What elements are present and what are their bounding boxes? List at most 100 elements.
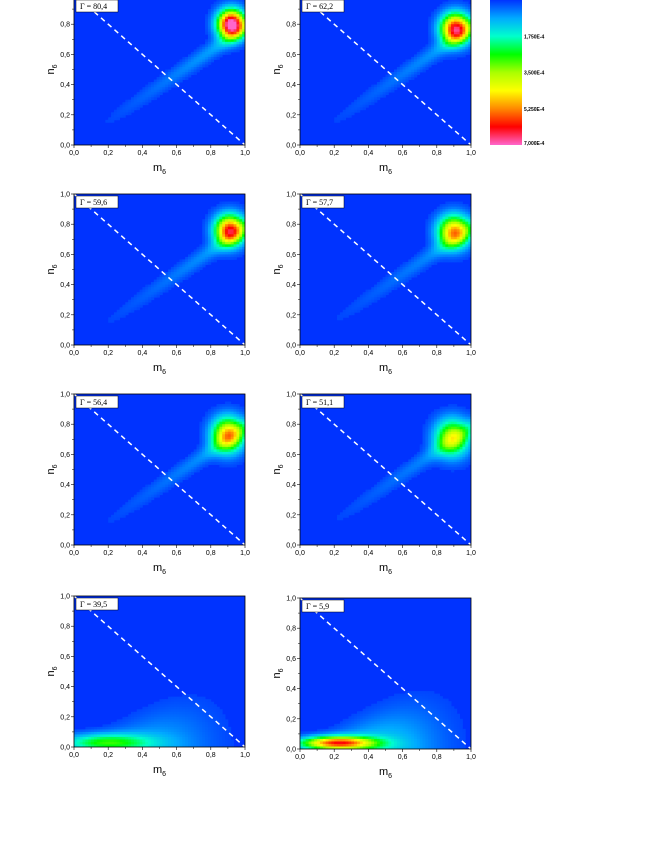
heatmap-cell <box>207 739 212 743</box>
heatmap-cell <box>236 211 240 215</box>
heatmap-cell <box>414 461 418 465</box>
heatmap-cell <box>468 249 471 253</box>
heatmap-cell <box>190 269 195 273</box>
heatmap-cell <box>205 739 209 743</box>
heatmap-cell <box>436 251 441 255</box>
heatmap-cell <box>188 269 192 273</box>
heatmap-cell <box>433 216 438 220</box>
heatmap-cell <box>210 434 215 438</box>
heatmap-cell <box>428 456 432 460</box>
heatmap-cell <box>357 728 361 732</box>
heatmap-cell <box>431 246 435 250</box>
heatmap-cell <box>451 44 455 48</box>
heatmap-cell <box>202 421 206 425</box>
heatmap-cell <box>468 21 471 25</box>
heatmap-cell <box>225 31 229 35</box>
heatmap-cell <box>142 721 146 725</box>
heatmap-cell <box>150 711 155 715</box>
heatmap-cell <box>173 711 177 715</box>
heatmap-cell <box>225 744 229 747</box>
heatmap-cell <box>354 504 358 508</box>
heatmap-cell <box>239 441 243 445</box>
heatmap-cell <box>422 69 426 73</box>
heatmap-cell <box>448 46 452 50</box>
heatmap-cell <box>428 434 432 438</box>
heatmap-cell <box>219 36 223 40</box>
heatmap-cell <box>148 716 152 720</box>
heatmap-cell <box>402 272 406 275</box>
heatmap-cell <box>162 734 166 738</box>
heatmap-cell <box>394 472 398 475</box>
y-tick-label: 0,2 <box>60 714 70 721</box>
heatmap-cell <box>236 241 240 245</box>
heatmap-cell <box>213 16 217 20</box>
x-tick-label: 0,6 <box>172 550 182 557</box>
heatmap-cell <box>173 739 177 743</box>
heatmap-cell <box>465 459 469 463</box>
y-tick-label: 0,0 <box>60 745 70 752</box>
heatmap-cell <box>465 451 469 455</box>
heatmap-cell <box>451 254 455 258</box>
heatmap-cell <box>222 434 226 438</box>
heatmap-cell <box>156 84 160 88</box>
heatmap-cell <box>448 39 452 43</box>
heatmap-cell <box>216 36 220 40</box>
heatmap-cell <box>131 711 135 715</box>
heatmap-cell <box>431 241 435 245</box>
heatmap-cell <box>465 44 469 48</box>
heatmap-cell <box>207 721 212 725</box>
heatmap-cell <box>439 206 443 210</box>
heatmap-cell <box>388 282 392 285</box>
heatmap-cell <box>105 119 109 123</box>
heatmap-cell <box>125 112 129 116</box>
heatmap-cell <box>374 289 378 293</box>
heatmap-cell <box>459 204 463 207</box>
heatmap-cell <box>165 484 169 488</box>
heatmap-cell <box>219 29 223 33</box>
heatmap-cell <box>85 734 89 738</box>
heatmap-cell <box>159 92 163 96</box>
heatmap-cell <box>385 479 389 483</box>
heatmap-cell <box>419 261 423 265</box>
heatmap-cell <box>348 312 352 316</box>
heatmap-cell <box>442 439 446 443</box>
heatmap-cell <box>91 744 95 747</box>
heatmap-cell <box>448 451 452 455</box>
heatmap-cell <box>122 314 126 318</box>
heatmap-cell <box>205 216 209 220</box>
heatmap-cell <box>207 236 212 240</box>
heatmap-cell <box>382 89 386 93</box>
heatmap-cell <box>122 741 126 745</box>
heatmap-cell <box>239 459 243 463</box>
heatmap-cell <box>162 284 166 288</box>
heatmap-cell <box>468 4 471 7</box>
heatmap-cell <box>116 741 120 745</box>
heatmap-cell <box>116 736 120 740</box>
heatmap-cell <box>382 711 386 715</box>
heatmap-cell <box>442 1 446 5</box>
heatmap-cell <box>422 259 426 263</box>
heatmap-cell <box>182 72 186 75</box>
heatmap-cell <box>216 439 220 443</box>
heatmap-cell <box>216 734 220 738</box>
heatmap-cell <box>225 246 229 250</box>
heatmap-cell <box>168 74 172 78</box>
heatmap-cell <box>233 234 237 238</box>
heatmap-cell <box>125 312 129 316</box>
heatmap-cell <box>162 482 166 485</box>
heatmap-cell <box>439 421 443 425</box>
heatmap-cell <box>233 209 237 213</box>
heatmap-cell <box>162 714 166 718</box>
heatmap-cell <box>119 507 123 511</box>
heatmap-cell <box>362 97 366 101</box>
heatmap-cell <box>414 272 418 275</box>
heatmap-cell <box>436 249 441 253</box>
heatmap-cell <box>465 229 469 233</box>
heatmap-cell <box>179 699 183 703</box>
heatmap-cell <box>428 36 432 40</box>
heatmap-cell <box>428 46 432 50</box>
heatmap-cell <box>331 731 335 735</box>
heatmap-cell <box>411 264 415 268</box>
heatmap-cell <box>345 112 349 116</box>
heatmap-cell <box>348 109 352 113</box>
